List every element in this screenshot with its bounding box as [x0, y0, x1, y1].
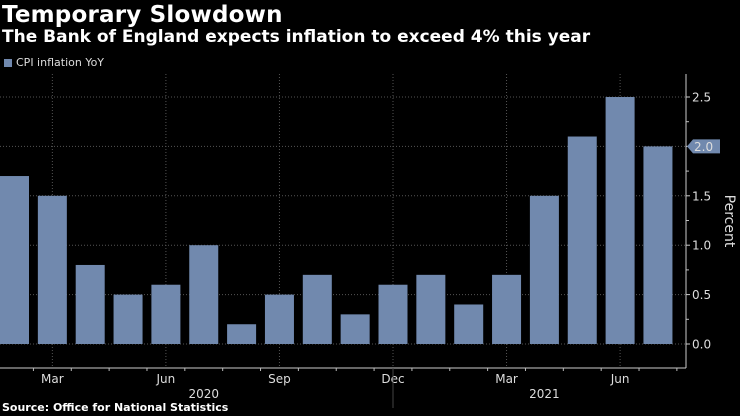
legend: CPI inflation YoY: [4, 56, 104, 69]
bar: [454, 304, 484, 344]
bar: [113, 294, 143, 344]
bar: [416, 274, 446, 344]
bar: [302, 274, 332, 344]
y-tick-label: 0.0: [692, 338, 711, 352]
year-label: 2020: [188, 387, 219, 401]
bar: [189, 245, 219, 344]
bar: [75, 264, 105, 344]
chart-subtitle: The Bank of England expects inflation to…: [2, 27, 591, 47]
bar: [37, 195, 67, 344]
bar: [567, 136, 597, 344]
last-value-label: 2.0: [694, 140, 713, 154]
bar: [0, 176, 29, 344]
legend-label: CPI inflation YoY: [16, 56, 105, 69]
bar: [151, 284, 181, 344]
bar: [529, 195, 559, 344]
last-value-badge: [687, 139, 720, 154]
bar: [340, 314, 370, 344]
y-tick-label: 1.5: [692, 189, 711, 203]
bar: [264, 294, 294, 344]
bar: [378, 284, 408, 344]
x-tick-label: Mar: [495, 372, 518, 386]
y-tick-label: 1.0: [692, 239, 711, 253]
year-label: 2021: [529, 387, 560, 401]
x-tick-label: Jun: [156, 372, 176, 386]
bar: [605, 97, 635, 344]
y-tick-label: 2.5: [692, 91, 711, 105]
bar: [492, 274, 522, 344]
legend-swatch: [4, 58, 12, 67]
bar: [227, 324, 257, 344]
bar: [643, 146, 673, 344]
x-tick-label: Jun: [610, 372, 630, 386]
y-tick-label: 0.5: [692, 288, 711, 302]
chart-title: Temporary Slowdown: [2, 2, 283, 28]
x-tick-label: Sep: [268, 372, 291, 386]
x-tick-label: Mar: [41, 372, 64, 386]
y-axis-title: Percent: [721, 195, 737, 248]
source-note: Source: Office for National Statistics: [2, 401, 229, 414]
